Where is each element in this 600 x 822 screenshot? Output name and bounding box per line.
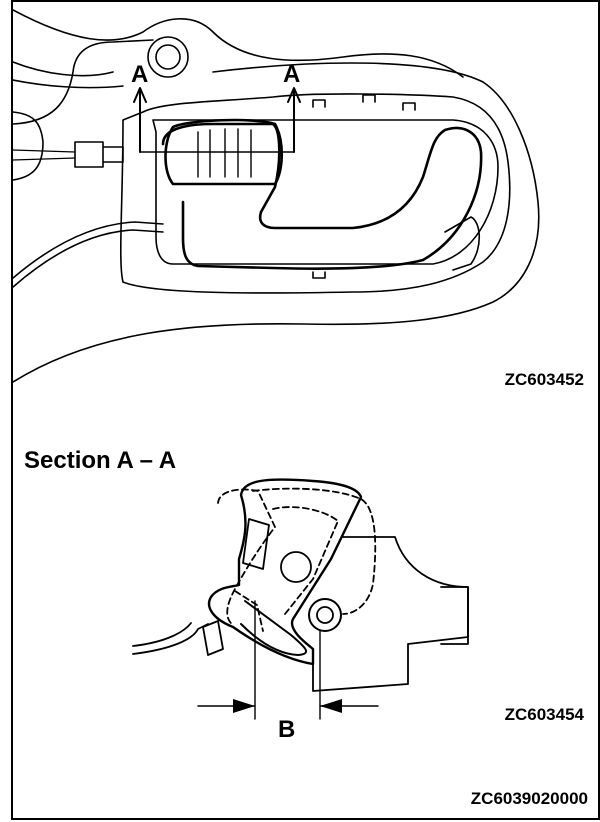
section-drawing-code: ZC603454 bbox=[504, 705, 584, 724]
clip-bottom bbox=[312, 271, 326, 279]
base-rod bbox=[132, 623, 209, 655]
top-boss bbox=[147, 36, 189, 78]
section-marker-right: A bbox=[283, 61, 301, 88]
hook-detail bbox=[234, 590, 264, 632]
section-view-panel: Section A – A B ZC603454 ZC6039020000 bbox=[11, 409, 600, 820]
handle-lever bbox=[161, 122, 483, 271]
lever-dashed bbox=[217, 488, 276, 626]
cable-clip bbox=[202, 620, 224, 656]
top-boss-inner bbox=[155, 44, 181, 70]
dimension-arrow-right bbox=[320, 699, 342, 713]
escutcheon-outline bbox=[119, 93, 511, 294]
lever-dashed-3 bbox=[272, 506, 339, 615]
section-title: Section A – A bbox=[24, 447, 177, 474]
dimension-arrow-left bbox=[233, 699, 255, 713]
figure-code: ZC6039020000 bbox=[470, 789, 588, 808]
top-view-panel: A A ZC603452 bbox=[11, 0, 600, 411]
upper-ledge-2 bbox=[13, 79, 124, 89]
grip-ribs bbox=[197, 128, 252, 178]
lever-solid bbox=[207, 478, 363, 666]
door-handle-top-drawing bbox=[13, 9, 540, 383]
left-curve bbox=[13, 111, 44, 181]
cable-end-fitting bbox=[74, 141, 124, 168]
handle-recess bbox=[152, 119, 499, 265]
cable-hook bbox=[240, 600, 308, 656]
door-trim-lower-sweep bbox=[13, 62, 540, 383]
housing-tab bbox=[440, 586, 469, 645]
section-a-a-drawing bbox=[132, 478, 469, 720]
lever-window bbox=[242, 518, 270, 570]
lever-hole bbox=[280, 551, 312, 583]
lever-dashed-2 bbox=[252, 487, 377, 615]
door-trim-upper bbox=[13, 9, 464, 78]
lower-rod-2 bbox=[13, 221, 164, 279]
upper-ledge bbox=[13, 61, 114, 77]
housing-block bbox=[312, 536, 469, 692]
handle-grip bbox=[164, 118, 284, 186]
lower-rod bbox=[13, 229, 164, 288]
pivot-inner bbox=[316, 606, 334, 624]
pivot-tab bbox=[444, 216, 481, 271]
clip-top bbox=[312, 94, 416, 111]
door-trim-outline bbox=[13, 39, 154, 125]
section-arrow-left bbox=[133, 87, 147, 153]
section-arrow-right bbox=[287, 87, 301, 153]
pivot-outer bbox=[308, 598, 342, 632]
top-drawing-code: ZC603452 bbox=[504, 370, 584, 389]
dimension-label: B bbox=[278, 716, 296, 743]
base-rod-2 bbox=[132, 622, 192, 647]
control-cable bbox=[13, 149, 76, 161]
section-marker-left: A bbox=[131, 61, 149, 88]
